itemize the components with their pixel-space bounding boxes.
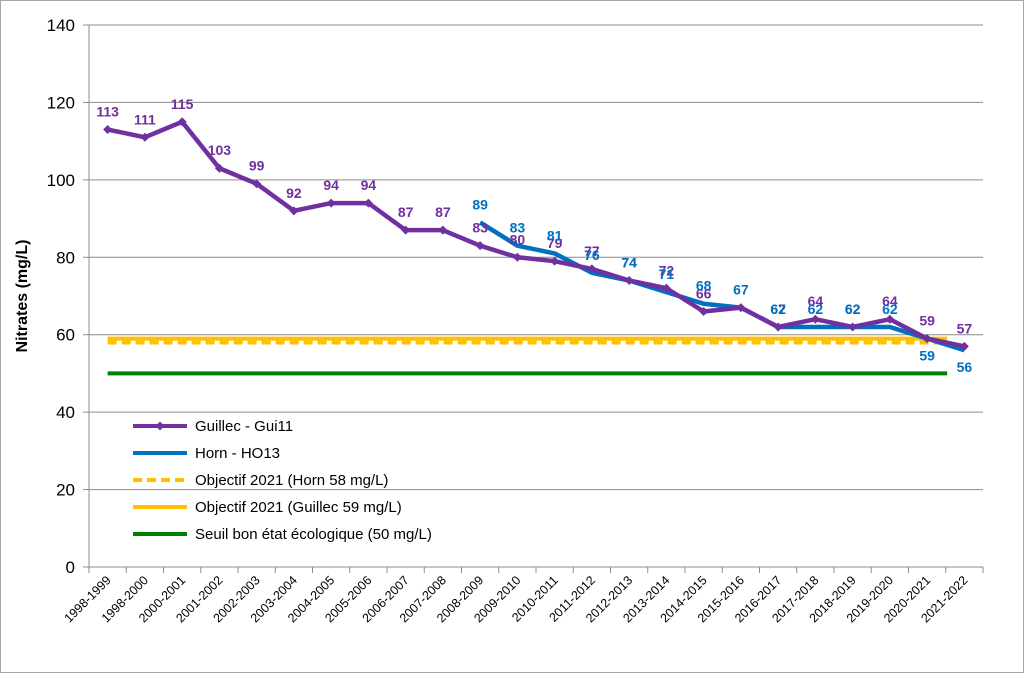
data-point <box>922 334 932 344</box>
data-point <box>959 341 969 351</box>
data-label-guillec: 103 <box>208 142 232 158</box>
legend: Guillec - Gui11 Horn - HO13 Objectif 2021 … <box>133 418 432 543</box>
data-label-guillec: 94 <box>323 177 339 193</box>
data-label-guillec: 94 <box>361 177 377 193</box>
data-point <box>699 306 709 316</box>
data-label-horn: 67 <box>733 282 749 298</box>
data-point <box>587 264 597 274</box>
data-point <box>363 198 373 208</box>
y-tick-label: 0 <box>66 558 75 577</box>
y-tick-label: 100 <box>47 171 75 190</box>
data-label-horn: 62 <box>770 301 786 317</box>
data-label-guillec: 72 <box>659 262 675 278</box>
data-label-guillec: 113 <box>96 104 119 120</box>
data-label-guillec: 115 <box>171 96 194 112</box>
data-point <box>252 179 262 189</box>
data-label-horn: 56 <box>957 359 973 375</box>
y-tick-label: 40 <box>56 403 75 422</box>
legend-entry: Objectif 2021 (Guillec 59 mg/L) <box>195 499 402 516</box>
y-tick-labels: 0 20 40 60 80 100 120 140 <box>47 16 75 577</box>
data-label-horn: 71 <box>659 266 675 282</box>
legend-entry: Horn - HO13 <box>195 445 280 462</box>
data-point <box>512 252 522 262</box>
data-point <box>140 132 150 142</box>
data-label-guillec: 92 <box>286 185 302 201</box>
legend-marker <box>155 421 165 431</box>
data-label-horn: 62 <box>808 301 824 317</box>
legend-entry: Objectif 2021 (Horn 58 mg/L) <box>195 472 388 489</box>
data-point <box>624 276 634 286</box>
data-label-horn: 81 <box>547 227 563 243</box>
data-label-horn: 59 <box>919 348 935 364</box>
data-point <box>810 314 820 324</box>
data-point <box>550 256 560 266</box>
data-label-guillec: 59 <box>919 313 935 329</box>
data-label-horn: 62 <box>882 301 898 317</box>
legend-entry: Guillec - Gui11 <box>195 418 293 435</box>
data-label-guillec: 79 <box>547 235 563 251</box>
data-point <box>401 225 411 235</box>
data-label-guillec: 64 <box>882 293 898 309</box>
y-axis-label: Nitrates (mg/L) <box>14 240 31 353</box>
data-label-guillec: 111 <box>134 111 156 127</box>
data-label-guillec: 67 <box>770 301 786 317</box>
data-label-guillec: 64 <box>808 293 824 309</box>
gridlines <box>89 24 983 491</box>
data-label-horn: 74 <box>621 255 637 271</box>
data-label-horn: 89 <box>472 196 488 212</box>
y-tick-label: 120 <box>47 93 75 112</box>
data-point <box>177 117 187 127</box>
y-tick-label: 20 <box>56 481 75 500</box>
data-point <box>885 314 895 324</box>
data-label-horn: 62 <box>845 301 861 317</box>
data-label-horn: 76 <box>584 247 600 263</box>
data-point <box>661 283 671 293</box>
legend-entry: Seuil bon état écologique (50 mg/L) <box>195 526 432 543</box>
series-line-horn <box>478 220 966 353</box>
data-label-horn: 68 <box>696 278 712 294</box>
y-tick-label: 80 <box>56 248 75 267</box>
data-point <box>326 198 336 208</box>
data-label-guillec: 83 <box>472 220 488 236</box>
data-point <box>773 322 783 332</box>
data-label-guillec: 62 <box>845 301 861 317</box>
y-tick-label: 140 <box>47 16 75 35</box>
x-tick-labels: 1998-19991998-20002000-20012001-20022002… <box>62 573 971 625</box>
data-point <box>736 303 746 313</box>
data-point <box>848 322 858 332</box>
data-point <box>103 125 113 135</box>
data-label-guillec: 99 <box>249 158 265 174</box>
y-tick-label: 60 <box>56 326 75 345</box>
data-point <box>438 225 448 235</box>
data-label-guillec: 66 <box>696 285 712 301</box>
data-point <box>289 206 299 216</box>
data-label-guillec: 87 <box>435 204 451 220</box>
data-label-guillec: 77 <box>584 243 600 259</box>
data-point <box>214 163 224 173</box>
series-line-guillec <box>107 119 965 349</box>
data-label-guillec: 80 <box>510 231 526 247</box>
data-label-horn: 83 <box>510 220 526 236</box>
data-point <box>475 241 485 251</box>
data-label-guillec: 87 <box>398 204 414 220</box>
data-label-guillec: 74 <box>621 255 637 271</box>
axes <box>83 24 984 573</box>
data-label-guillec: 57 <box>957 320 973 336</box>
series-lines <box>103 117 969 376</box>
